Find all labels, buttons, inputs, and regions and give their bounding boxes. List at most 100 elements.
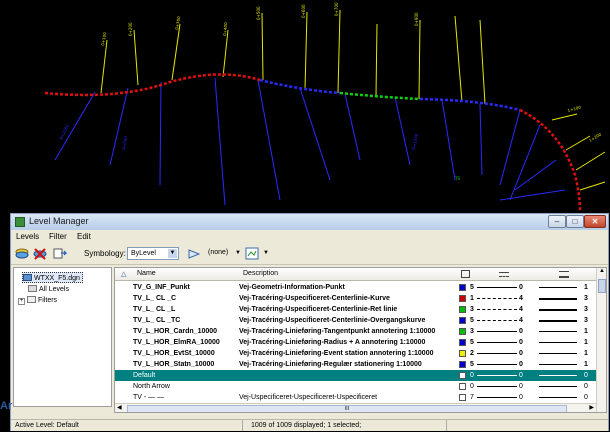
tree-item-all-levels[interactable]: All Levels	[28, 284, 69, 295]
table-row[interactable]: TV_L_ CL _TC Vej-Tracéring-Uspecificeret-…	[115, 315, 596, 326]
level-manager-window[interactable]: Level Manager – □ ✕ Levels Filter Edit S…	[10, 213, 609, 431]
scroll-left-icon[interactable]: ◀	[117, 405, 122, 411]
level-weight-preview[interactable]	[539, 320, 577, 322]
minimize-button[interactable]: –	[548, 215, 566, 228]
expand-icon[interactable]: +	[18, 298, 25, 305]
svg-text:1+100: 1+100	[567, 105, 582, 113]
level-style-preview[interactable]	[477, 386, 517, 387]
level-manager-icon	[15, 217, 25, 227]
level-color-swatch[interactable]	[459, 284, 466, 291]
close-button[interactable]: ✕	[584, 215, 606, 228]
menu-filter[interactable]: Filter	[49, 232, 67, 241]
table-row[interactable]: TV_G_INF_Punkt Vej-Geometri-Information-P…	[115, 282, 596, 293]
title-bar[interactable]: Level Manager – □ ✕	[11, 214, 608, 230]
tree-item-dgn-file[interactable]: WTXX_F5.dgn	[22, 272, 83, 283]
level-name: North Arrow	[133, 383, 170, 390]
override-symbology-icon[interactable]	[187, 247, 201, 260]
horizontal-scrollbar[interactable]: ◀ III ▶	[115, 403, 596, 412]
menu-edit[interactable]: Edit	[77, 232, 91, 241]
level-color-number: 7	[470, 394, 474, 401]
levels-grid[interactable]: △ Name Description TV_G_INF_Punkt Vej-Geo…	[114, 267, 607, 413]
level-weight-preview[interactable]	[539, 309, 577, 311]
menu-levels[interactable]: Levels	[16, 232, 40, 241]
col-description[interactable]: Description	[243, 270, 279, 277]
override-value[interactable]: (none)	[208, 249, 229, 256]
table-row[interactable]: TV_L_HOR_ElmRA_10000 Vej-Tracéring-Linief…	[115, 337, 596, 348]
svg-text:0+600: 0+600	[301, 4, 306, 18]
level-weight-preview[interactable]	[539, 331, 577, 332]
table-row[interactable]: TV - — — Vej-Uspecificeret-Uspecificeret-…	[115, 392, 596, 403]
level-style-number: 0	[519, 383, 523, 390]
level-color-swatch[interactable]	[459, 372, 466, 379]
level-style-preview[interactable]	[477, 320, 517, 321]
level-color-swatch[interactable]	[459, 317, 466, 324]
symbology-select[interactable]: ByLevel ▼	[127, 247, 179, 260]
level-style-preview[interactable]	[477, 364, 517, 365]
maximize-button[interactable]: □	[566, 215, 584, 228]
level-color-swatch[interactable]	[459, 306, 466, 313]
level-weight-preview[interactable]	[539, 364, 577, 365]
table-row[interactable]: TV_L_ CL _L Vej-Tracéring-Uspecificeret-C…	[115, 304, 596, 315]
level-style-preview[interactable]	[477, 375, 517, 376]
level-weight-preview[interactable]	[539, 397, 577, 398]
delete-level-icon[interactable]	[33, 247, 47, 260]
level-style-preview[interactable]	[477, 287, 517, 288]
svg-text:R=2000: R=2000	[58, 123, 70, 140]
level-weight-preview[interactable]	[539, 342, 577, 343]
color-column-icon[interactable]	[461, 270, 470, 278]
tree-item-filters-label: Filters	[38, 297, 58, 304]
level-weight-number: 3	[584, 317, 588, 324]
level-style-number: 4	[519, 306, 523, 313]
vertical-scrollbar[interactable]: ▲	[596, 268, 606, 412]
level-style-preview[interactable]	[477, 353, 517, 354]
scroll-right-icon[interactable]: ▶	[589, 405, 594, 411]
table-row[interactable]: TV_L_HOR_Cardn_10000 Vej-Tracéring-Linief…	[115, 326, 596, 337]
table-row[interactable]: TV_L_HOR_Statn_10000 Vej-Tracéring-Linief…	[115, 359, 596, 370]
sort-up-icon[interactable]: △	[121, 271, 127, 278]
toolbar: Symbology: ByLevel ▼ (none) ▼ ▼	[11, 243, 608, 265]
level-style-preview[interactable]	[477, 298, 517, 299]
level-weight-preview[interactable]	[539, 386, 577, 387]
style-column-icon[interactable]	[499, 272, 509, 277]
tree-item-filters[interactable]: + Filters	[18, 295, 57, 306]
level-weight-number: 1	[584, 361, 588, 368]
level-name: TV_G_INF_Punkt	[133, 284, 190, 291]
level-weight-preview[interactable]	[539, 298, 577, 300]
override-dropdown-icon[interactable]: ▼	[235, 250, 241, 256]
level-style-preview[interactable]	[477, 331, 517, 332]
weight-column-icon[interactable]	[559, 271, 569, 278]
level-style-preview[interactable]	[477, 397, 517, 398]
level-description: Vej-Tracéring-Linieføring-Radius + A ann…	[239, 339, 426, 346]
table-row[interactable]: TV_L_ CL _C Vej-Tracéring-Uspecificeret-C…	[115, 293, 596, 304]
level-color-swatch[interactable]	[459, 361, 466, 368]
level-weight-preview[interactable]	[539, 375, 577, 376]
level-color-number: 0	[470, 383, 474, 390]
level-display-dropdown-icon[interactable]: ▼	[263, 250, 269, 256]
import-level-icon[interactable]	[53, 247, 67, 260]
scroll-up-icon[interactable]: ▲	[599, 268, 605, 274]
table-row[interactable]: North Arrow 0 0 0	[115, 381, 596, 392]
level-description: Vej-Tracéring-Uspecificeret-Centerlinie-…	[239, 317, 426, 324]
h-scroll-thumb[interactable]: III	[127, 405, 567, 412]
level-color-swatch[interactable]	[459, 339, 466, 346]
level-style-preview[interactable]	[477, 309, 517, 310]
level-display-icon[interactable]	[245, 247, 259, 260]
level-weight-preview[interactable]	[539, 353, 577, 354]
level-weight-preview[interactable]	[539, 287, 577, 288]
scroll-thumb[interactable]	[598, 279, 606, 293]
level-style-preview[interactable]	[477, 342, 517, 343]
new-level-icon[interactable]	[15, 247, 29, 260]
level-name: TV_L_HOR_ElmRA_10000	[133, 339, 220, 346]
level-color-swatch[interactable]	[459, 295, 466, 302]
level-color-swatch[interactable]	[459, 328, 466, 335]
svg-text:A=500: A=500	[121, 135, 128, 150]
level-color-swatch[interactable]	[459, 394, 466, 401]
level-color-number: 5	[470, 317, 474, 324]
level-color-swatch[interactable]	[459, 383, 466, 390]
station-labels: 0+100 0+200 0+300 0+400 0+500 0+600 0+70…	[100, 2, 603, 143]
level-color-swatch[interactable]	[459, 350, 466, 357]
col-name[interactable]: Name	[137, 270, 156, 277]
table-row[interactable]: Default 0 0 0	[115, 370, 596, 381]
table-row[interactable]: TV_L_HOR_EvtSt_10000 Vej-Tracéring-Linief…	[115, 348, 596, 359]
